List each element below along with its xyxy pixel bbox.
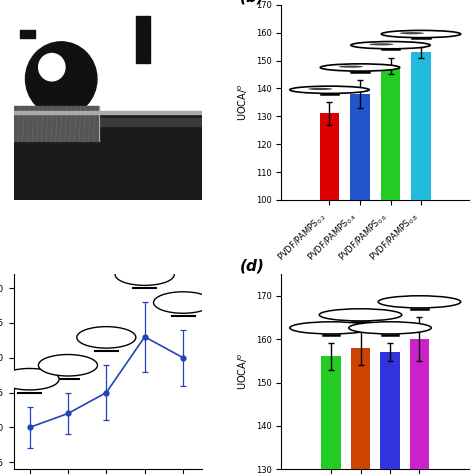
Bar <box>20 30 35 38</box>
Bar <box>137 17 150 64</box>
Bar <box>411 52 431 474</box>
Circle shape <box>369 43 393 46</box>
Circle shape <box>308 88 332 90</box>
Bar <box>14 118 202 126</box>
Bar <box>14 106 99 141</box>
Circle shape <box>378 296 461 308</box>
Bar <box>381 66 401 474</box>
Bar <box>14 111 202 114</box>
Circle shape <box>351 42 430 49</box>
Circle shape <box>26 42 97 116</box>
Circle shape <box>0 368 59 390</box>
Circle shape <box>39 54 65 81</box>
Bar <box>351 348 370 474</box>
Text: (d): (d) <box>240 258 265 273</box>
Circle shape <box>382 30 461 37</box>
Text: (b): (b) <box>240 0 265 4</box>
Bar <box>381 352 400 474</box>
Circle shape <box>154 292 213 313</box>
Circle shape <box>115 264 174 285</box>
Circle shape <box>319 309 402 321</box>
Bar <box>350 94 370 474</box>
Circle shape <box>338 65 363 68</box>
Y-axis label: UOCA/$^o$: UOCA/$^o$ <box>237 353 250 391</box>
Bar <box>321 356 341 474</box>
Circle shape <box>290 86 369 93</box>
Circle shape <box>77 327 136 348</box>
Circle shape <box>320 64 400 71</box>
Circle shape <box>349 322 431 334</box>
Circle shape <box>38 355 98 376</box>
Bar <box>319 113 339 474</box>
Circle shape <box>290 322 372 334</box>
Y-axis label: UOCA/$^o$: UOCA/$^o$ <box>237 83 250 121</box>
Bar <box>410 339 429 474</box>
Bar <box>14 112 202 200</box>
Circle shape <box>400 32 424 34</box>
